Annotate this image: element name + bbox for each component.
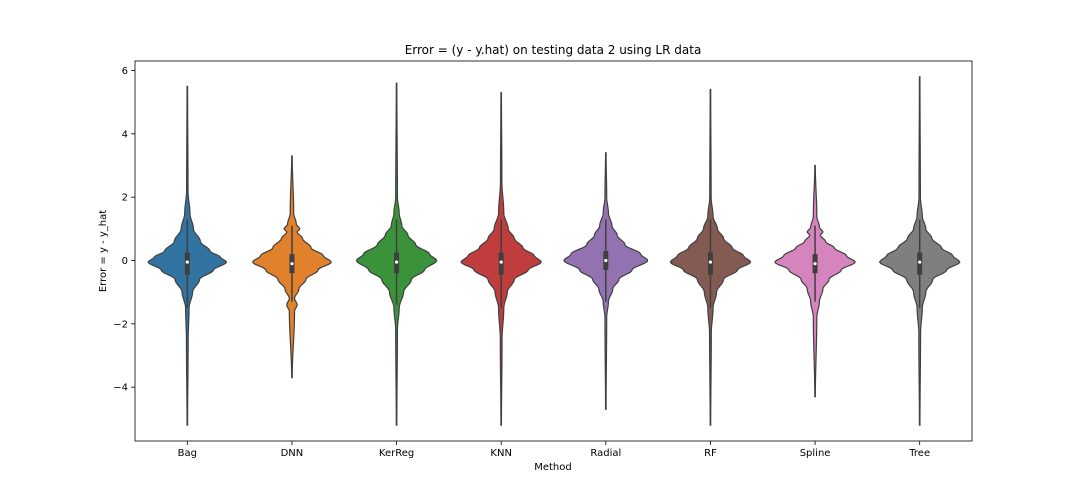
x-tick-label-rf: RF [704,448,717,459]
y-tick-label: −2 [113,319,128,330]
median-marker-kerreg [394,260,399,264]
x-tick-label-bag: Bag [178,448,197,459]
median-marker-radial [604,258,608,263]
violins-group [147,76,961,426]
x-tick-label-dnn: DNN [281,448,304,459]
y-tick-label: 4 [122,129,128,140]
median-marker-rf [708,260,713,264]
x-axis: Bag DNN KerReg KNN Radial RF Spline Tree [178,441,930,459]
x-tick-label-radial: Radial [590,448,621,459]
median-marker-dnn [290,262,294,266]
median-marker-knn [499,260,503,264]
y-axis-title: Error = y - y_hat [98,210,109,292]
median-marker-tree [918,260,922,264]
x-tick-label-knn: KNN [490,448,512,459]
chart-title: Error = (y - y.hat) on testing data 2 us… [405,43,702,57]
x-tick-label-kerreg: KerReg [379,448,414,459]
median-marker-spline [813,262,817,266]
x-tick-label-tree: Tree [908,448,930,459]
x-tick-label-spline: Spline [800,448,831,459]
median-marker-bag [185,260,189,264]
y-tick-label: 6 [122,66,128,77]
x-axis-title: Method [534,462,572,473]
y-tick-label: 0 [122,256,128,267]
y-axis: −4 −2 0 2 4 6 [113,66,135,394]
y-tick-label: −4 [113,383,128,394]
plot-frame [134,60,973,442]
y-tick-label: 2 [122,193,128,204]
